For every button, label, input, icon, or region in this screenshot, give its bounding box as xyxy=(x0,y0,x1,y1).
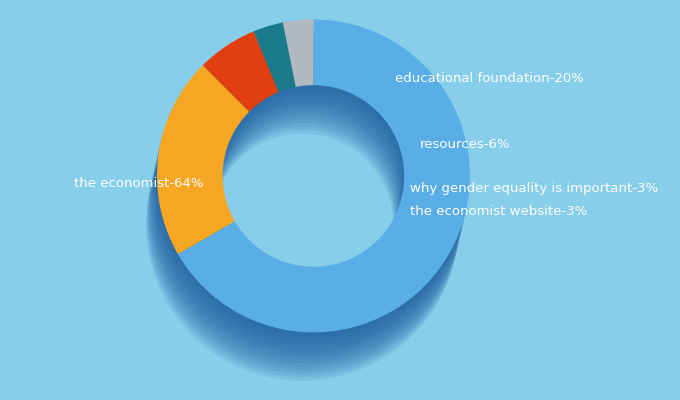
Wedge shape xyxy=(253,26,295,96)
Wedge shape xyxy=(273,64,303,132)
Wedge shape xyxy=(151,93,243,282)
Wedge shape xyxy=(193,73,269,153)
Wedge shape xyxy=(252,29,294,99)
Wedge shape xyxy=(168,64,460,377)
Wedge shape xyxy=(171,50,463,363)
Wedge shape xyxy=(154,79,246,268)
Wedge shape xyxy=(272,68,303,135)
Wedge shape xyxy=(250,40,292,109)
Wedge shape xyxy=(243,67,286,137)
Wedge shape xyxy=(192,76,269,156)
Wedge shape xyxy=(201,42,276,122)
Wedge shape xyxy=(249,43,291,113)
Wedge shape xyxy=(175,33,466,346)
Wedge shape xyxy=(157,65,250,254)
Wedge shape xyxy=(177,23,469,336)
Wedge shape xyxy=(250,36,292,106)
Text: educational foundation-20%: educational foundation-20% xyxy=(395,72,583,85)
Wedge shape xyxy=(147,110,239,299)
Wedge shape xyxy=(146,114,238,302)
Wedge shape xyxy=(169,57,461,370)
Wedge shape xyxy=(150,96,242,285)
Wedge shape xyxy=(245,57,288,126)
Wedge shape xyxy=(282,23,313,90)
Text: why gender equality is important-3%: why gender equality is important-3% xyxy=(411,182,658,195)
Wedge shape xyxy=(173,40,465,353)
Wedge shape xyxy=(153,82,245,271)
Wedge shape xyxy=(156,72,248,261)
Wedge shape xyxy=(277,44,308,111)
Wedge shape xyxy=(156,69,248,258)
Wedge shape xyxy=(203,31,279,112)
Wedge shape xyxy=(248,46,290,116)
Wedge shape xyxy=(152,86,245,275)
Wedge shape xyxy=(148,106,240,296)
Wedge shape xyxy=(195,66,271,146)
Wedge shape xyxy=(175,30,468,343)
Wedge shape xyxy=(200,45,275,126)
Wedge shape xyxy=(279,33,310,101)
Wedge shape xyxy=(174,37,466,350)
Text: resources-6%: resources-6% xyxy=(420,138,510,151)
Wedge shape xyxy=(254,22,296,92)
Text: the economist-64%: the economist-64% xyxy=(74,177,204,190)
Wedge shape xyxy=(198,52,274,132)
Wedge shape xyxy=(277,47,307,114)
Wedge shape xyxy=(273,61,304,128)
Wedge shape xyxy=(197,59,273,139)
Wedge shape xyxy=(279,37,309,104)
Wedge shape xyxy=(247,54,289,123)
Wedge shape xyxy=(283,20,313,87)
Wedge shape xyxy=(275,54,305,121)
Wedge shape xyxy=(248,50,290,120)
Wedge shape xyxy=(154,76,247,264)
Wedge shape xyxy=(194,69,270,150)
Wedge shape xyxy=(192,80,268,160)
Wedge shape xyxy=(171,47,464,360)
Wedge shape xyxy=(278,40,309,108)
Wedge shape xyxy=(274,57,305,125)
Wedge shape xyxy=(169,61,460,374)
Wedge shape xyxy=(281,30,311,97)
Wedge shape xyxy=(178,20,470,332)
Wedge shape xyxy=(201,38,277,119)
Wedge shape xyxy=(176,26,469,339)
Wedge shape xyxy=(167,68,459,380)
Wedge shape xyxy=(251,33,293,102)
Text: the economist website-3%: the economist website-3% xyxy=(411,205,588,218)
Wedge shape xyxy=(276,50,307,118)
Wedge shape xyxy=(244,64,286,133)
Wedge shape xyxy=(148,103,241,292)
Wedge shape xyxy=(173,44,464,356)
Wedge shape xyxy=(152,89,244,278)
Wedge shape xyxy=(197,56,273,136)
Wedge shape xyxy=(202,35,278,115)
Wedge shape xyxy=(245,60,287,130)
Wedge shape xyxy=(196,62,272,143)
Wedge shape xyxy=(199,48,275,129)
Wedge shape xyxy=(282,26,312,94)
Wedge shape xyxy=(149,100,241,288)
Wedge shape xyxy=(170,54,462,367)
Wedge shape xyxy=(243,71,285,140)
